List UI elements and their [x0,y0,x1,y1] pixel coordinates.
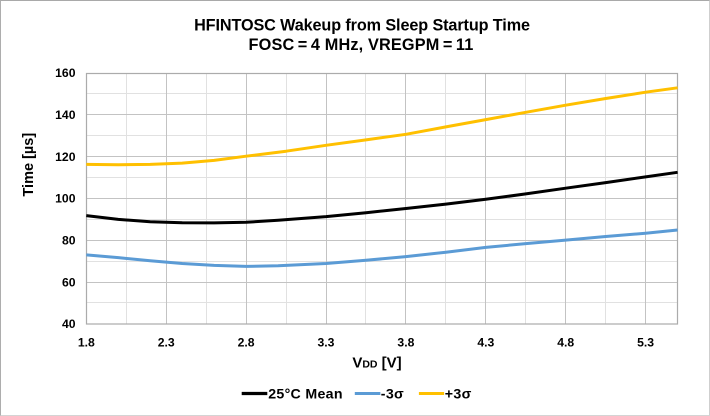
svg-text:3.8: 3.8 [397,335,414,349]
svg-text:2.8: 2.8 [238,335,255,349]
svg-text:HFINTOSC Wakeup from Sleep Sta: HFINTOSC Wakeup from Sleep Startup Time [194,17,530,35]
svg-text:4.3: 4.3 [477,335,494,349]
svg-text:3.3: 3.3 [318,335,335,349]
svg-text:60: 60 [62,275,76,289]
svg-text:4.8: 4.8 [557,335,574,349]
svg-text:160: 160 [55,66,76,80]
svg-text:120: 120 [55,150,76,164]
svg-text:140: 140 [55,108,76,122]
svg-text:80: 80 [62,234,76,248]
svg-text:5.3: 5.3 [637,335,654,349]
svg-text:40: 40 [62,317,76,331]
svg-text:Time [µs]: Time [µs] [21,133,37,197]
svg-text:+3σ: +3σ [445,387,472,403]
svg-text:FOSC = 4 MHz, VREGPM = 11: FOSC = 4 MHz, VREGPM = 11 [249,36,474,54]
svg-text:-3σ: -3σ [381,387,404,403]
svg-text:VDD [V]: VDD [V] [352,354,401,371]
svg-text:1.8: 1.8 [78,335,95,349]
svg-text:2.3: 2.3 [158,335,175,349]
svg-text:25°C Mean: 25°C Mean [268,387,343,403]
svg-text:100: 100 [55,192,76,206]
